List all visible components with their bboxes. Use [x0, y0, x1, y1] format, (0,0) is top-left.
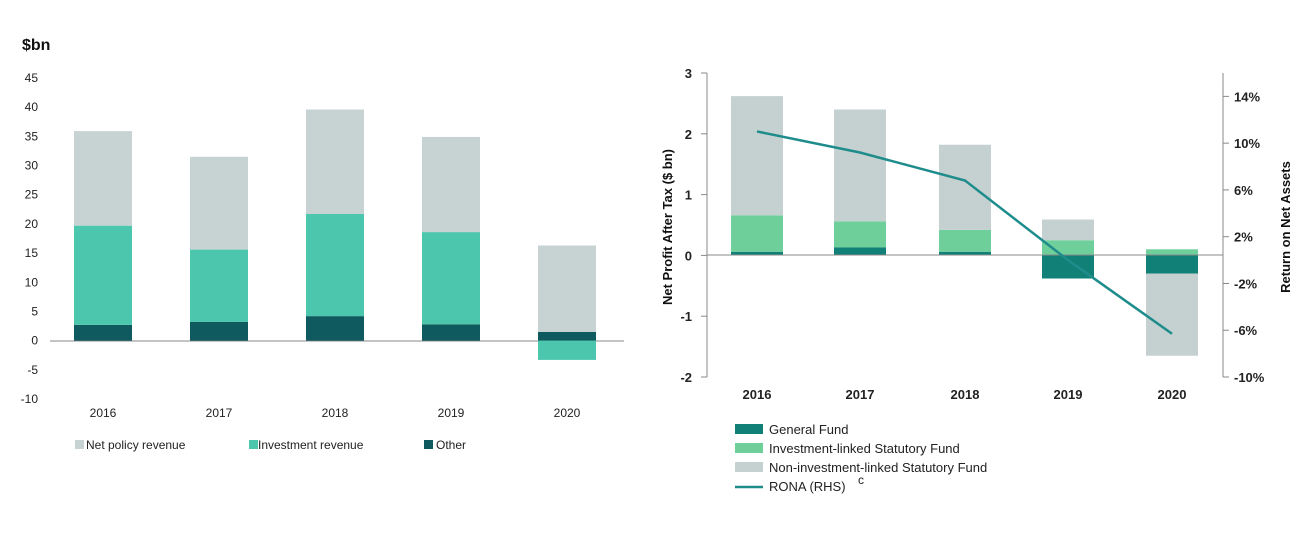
left-y-tick-label: -10 — [21, 392, 39, 406]
right-y2-tick-label: 2% — [1234, 230, 1253, 245]
right-bar-general-fund — [939, 251, 991, 256]
legend-label-net-policy: Net policy revenue — [86, 438, 186, 452]
right-x-tick-label: 2016 — [743, 387, 772, 402]
legend-label-general-fund: General Fund — [769, 422, 849, 437]
left-y-tick-label: 0 — [31, 334, 38, 348]
right-bar-investment-linked-statutory-fund — [939, 229, 991, 252]
left-x-tick-label: 2017 — [206, 406, 233, 420]
left-unit-label: $bn — [22, 37, 50, 54]
left-x-axis: 2016 2017 2018 2019 2020 — [90, 406, 581, 420]
left-y-tick-label: 15 — [25, 246, 39, 260]
right-x-tick-label: 2020 — [1158, 387, 1187, 402]
left-x-tick-label: 2020 — [554, 406, 581, 420]
left-legend: Net policy revenue Investment revenue Ot… — [75, 438, 466, 452]
legend-label-rona: RONA (RHS) — [769, 479, 846, 494]
right-y2-tick-label: 10% — [1234, 136, 1260, 151]
right-bar-non-investment-linked-statutory-fund — [939, 144, 991, 230]
left-bar-net-policy-revenue — [306, 109, 364, 214]
right-bar-non-investment-linked-statutory-fund — [731, 96, 783, 216]
right-bar-non-investment-linked-statutory-fund — [1042, 219, 1094, 241]
right-y-tick-label: -1 — [680, 309, 692, 324]
left-bar-net-policy-revenue — [74, 131, 132, 226]
legend-swatch-investment — [249, 440, 258, 449]
left-x-tick-label: 2016 — [90, 406, 117, 420]
right-bar-general-fund — [1146, 255, 1198, 274]
right-x-tick-label: 2018 — [951, 387, 980, 402]
left-bar-other — [190, 321, 248, 341]
right-bar-investment-linked-statutory-fund — [1042, 240, 1094, 256]
left-bar-other — [538, 331, 596, 341]
right-y-axis-right: 14% 10% 6% 2% -2% -6% -10% — [1223, 89, 1265, 385]
right-bar-investment-linked-statutory-fund — [1146, 249, 1198, 256]
left-y-tick-label: 5 — [31, 304, 38, 318]
left-y-axis: 45 40 35 30 25 20 15 10 5 0 -5 -10 — [21, 71, 39, 406]
left-bar-investment-revenue — [422, 232, 480, 325]
right-y-axis-title: Net Profit After Tax ($ bn) — [660, 149, 675, 305]
right-y-axis-left: 3 2 1 0 -1 -2 — [680, 66, 707, 385]
legend-label-non-investment-linked: Non-investment-linked Statutory Fund — [769, 460, 987, 475]
left-bars — [74, 109, 596, 360]
right-y-tick-label: 3 — [685, 66, 692, 81]
rona-line — [756, 130, 1173, 335]
left-bar-investment-revenue — [74, 225, 132, 325]
right-y-tick-label: 1 — [685, 188, 692, 203]
right-bar-investment-linked-statutory-fund — [731, 215, 783, 252]
right-bar-general-fund — [1042, 255, 1094, 279]
left-y-tick-label: 45 — [25, 71, 39, 85]
left-y-tick-label: 40 — [25, 100, 39, 114]
right-bar-investment-linked-statutory-fund — [834, 221, 886, 248]
right-x-tick-label: 2017 — [846, 387, 875, 402]
left-bar-other — [422, 324, 480, 341]
left-y-tick-label: 10 — [25, 275, 39, 289]
legend-rona-superscript: c — [858, 473, 864, 487]
legend-swatch-investment-linked — [735, 443, 763, 453]
left-x-tick-label: 2019 — [438, 406, 465, 420]
left-bar-net-policy-revenue — [190, 156, 248, 250]
left-bar-net-policy-revenue — [538, 245, 596, 332]
right-bar-general-fund — [731, 251, 783, 256]
right-y-tick-label: 2 — [685, 127, 692, 142]
right-x-axis: 2016 2017 2018 2019 2020 — [743, 387, 1187, 402]
legend-label-investment-linked: Investment-linked Statutory Fund — [769, 441, 960, 456]
right-legend: General Fund Investment-linked Statutory… — [735, 422, 987, 494]
right-bar-general-fund — [834, 247, 886, 256]
right-y-tick-label: 0 — [685, 248, 692, 263]
legend-swatch-net-policy — [75, 440, 84, 449]
right-y2-tick-label: -10% — [1234, 370, 1265, 385]
right-y2-tick-label: 14% — [1234, 89, 1260, 104]
left-bar-other — [306, 316, 364, 341]
left-bar-investment-revenue — [538, 340, 596, 360]
left-y-tick-label: 30 — [25, 159, 39, 173]
revenue-chart: $bn 45 40 35 30 25 20 15 10 5 0 -5 -10 2016 2017 2018… — [21, 37, 624, 452]
left-bar-net-policy-revenue — [422, 136, 480, 233]
left-y-tick-label: 20 — [25, 217, 39, 231]
right-bar-non-investment-linked-statutory-fund — [834, 109, 886, 222]
legend-swatch-other — [424, 440, 433, 449]
right-y2-axis-title: Return on Net Assets — [1278, 161, 1293, 293]
right-y2-tick-label: -6% — [1234, 323, 1258, 338]
left-bar-other — [74, 324, 132, 341]
left-y-tick-label: -5 — [27, 363, 38, 377]
right-bars — [731, 96, 1198, 356]
left-y-tick-label: 25 — [25, 188, 39, 202]
right-y2-tick-label: -2% — [1234, 276, 1258, 291]
legend-label-other: Other — [436, 438, 466, 452]
right-x-tick-label: 2019 — [1054, 387, 1083, 402]
left-bar-investment-revenue — [190, 249, 248, 322]
legend-label-investment: Investment revenue — [258, 438, 364, 452]
legend-swatch-general-fund — [735, 424, 763, 434]
legend-swatch-non-investment-linked — [735, 462, 763, 472]
right-y2-tick-label: 6% — [1234, 183, 1253, 198]
left-y-tick-label: 35 — [25, 129, 39, 143]
left-bar-investment-revenue — [306, 213, 364, 317]
right-y-tick-label: -2 — [680, 370, 692, 385]
right-bar-non-investment-linked-statutory-fund — [1146, 273, 1198, 356]
left-x-tick-label: 2018 — [322, 406, 349, 420]
